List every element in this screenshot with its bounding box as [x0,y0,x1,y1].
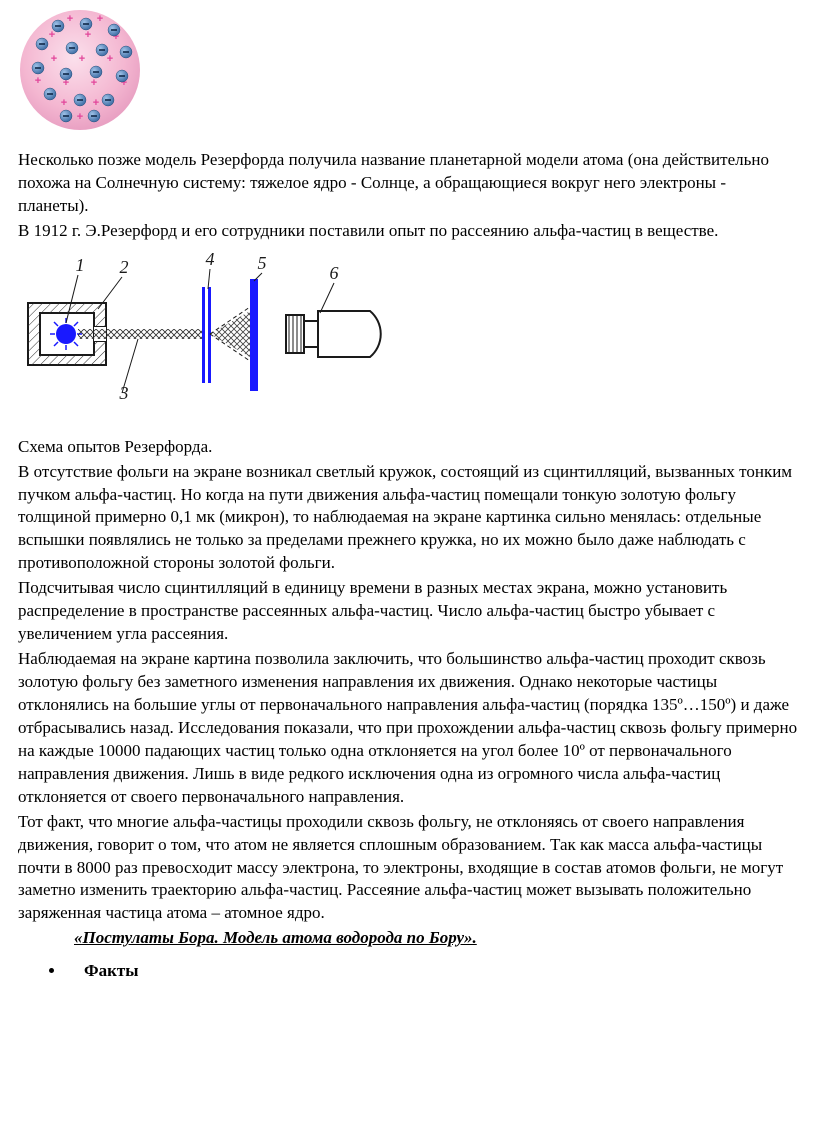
rutherford-diagram: 1 2 3 4 5 6 [18,251,798,418]
svg-text:+: + [97,13,103,25]
paragraph-observed: Наблюдаемая на экране картина позволила … [18,648,798,809]
svg-text:+: + [77,111,83,123]
svg-text:+: + [79,53,85,65]
thomson-atom-svg: +++++++++++++++ [18,8,142,132]
paragraph-conclusion: Тот факт, что многие альфа-частицы прохо… [18,811,798,926]
paragraph-counting: Подсчитывая число сцинтилляций в единицу… [18,577,798,646]
svg-text:+: + [91,77,97,89]
bullet-list: Факты [42,960,798,983]
paragraph-planetary: Несколько позже модель Резерфорда получи… [18,149,798,218]
svg-text:4: 4 [206,251,215,269]
paragraph-absence-foil: В отсутствие фольги на экране возникал с… [18,461,798,576]
heading-bohr-text: «Постулаты Бора. Модель атома водорода п… [74,928,477,947]
thomson-atom-figure: +++++++++++++++ [18,8,798,139]
svg-text:3: 3 [119,383,129,403]
svg-text:+: + [107,53,113,65]
rutherford-svg: 1 2 3 4 5 6 [18,251,388,411]
svg-text:6: 6 [330,263,339,283]
svg-text:+: + [85,29,91,41]
svg-text:+: + [51,53,57,65]
svg-text:2: 2 [120,257,129,277]
svg-text:1: 1 [76,255,85,275]
paragraph-1912: В 1912 г. Э.Резерфорд и его сотрудники п… [18,220,798,243]
bullet-item-facts: Факты [66,960,798,983]
svg-text:+: + [61,97,67,109]
diagram-caption: Схема опытов Резерфорда. [18,436,798,459]
heading-bohr: «Постулаты Бора. Модель атома водорода п… [74,927,798,950]
svg-text:+: + [35,75,41,87]
svg-text:5: 5 [258,253,267,273]
svg-text:+: + [93,97,99,109]
svg-text:+: + [67,13,73,25]
bullet-label: Факты [84,961,139,980]
